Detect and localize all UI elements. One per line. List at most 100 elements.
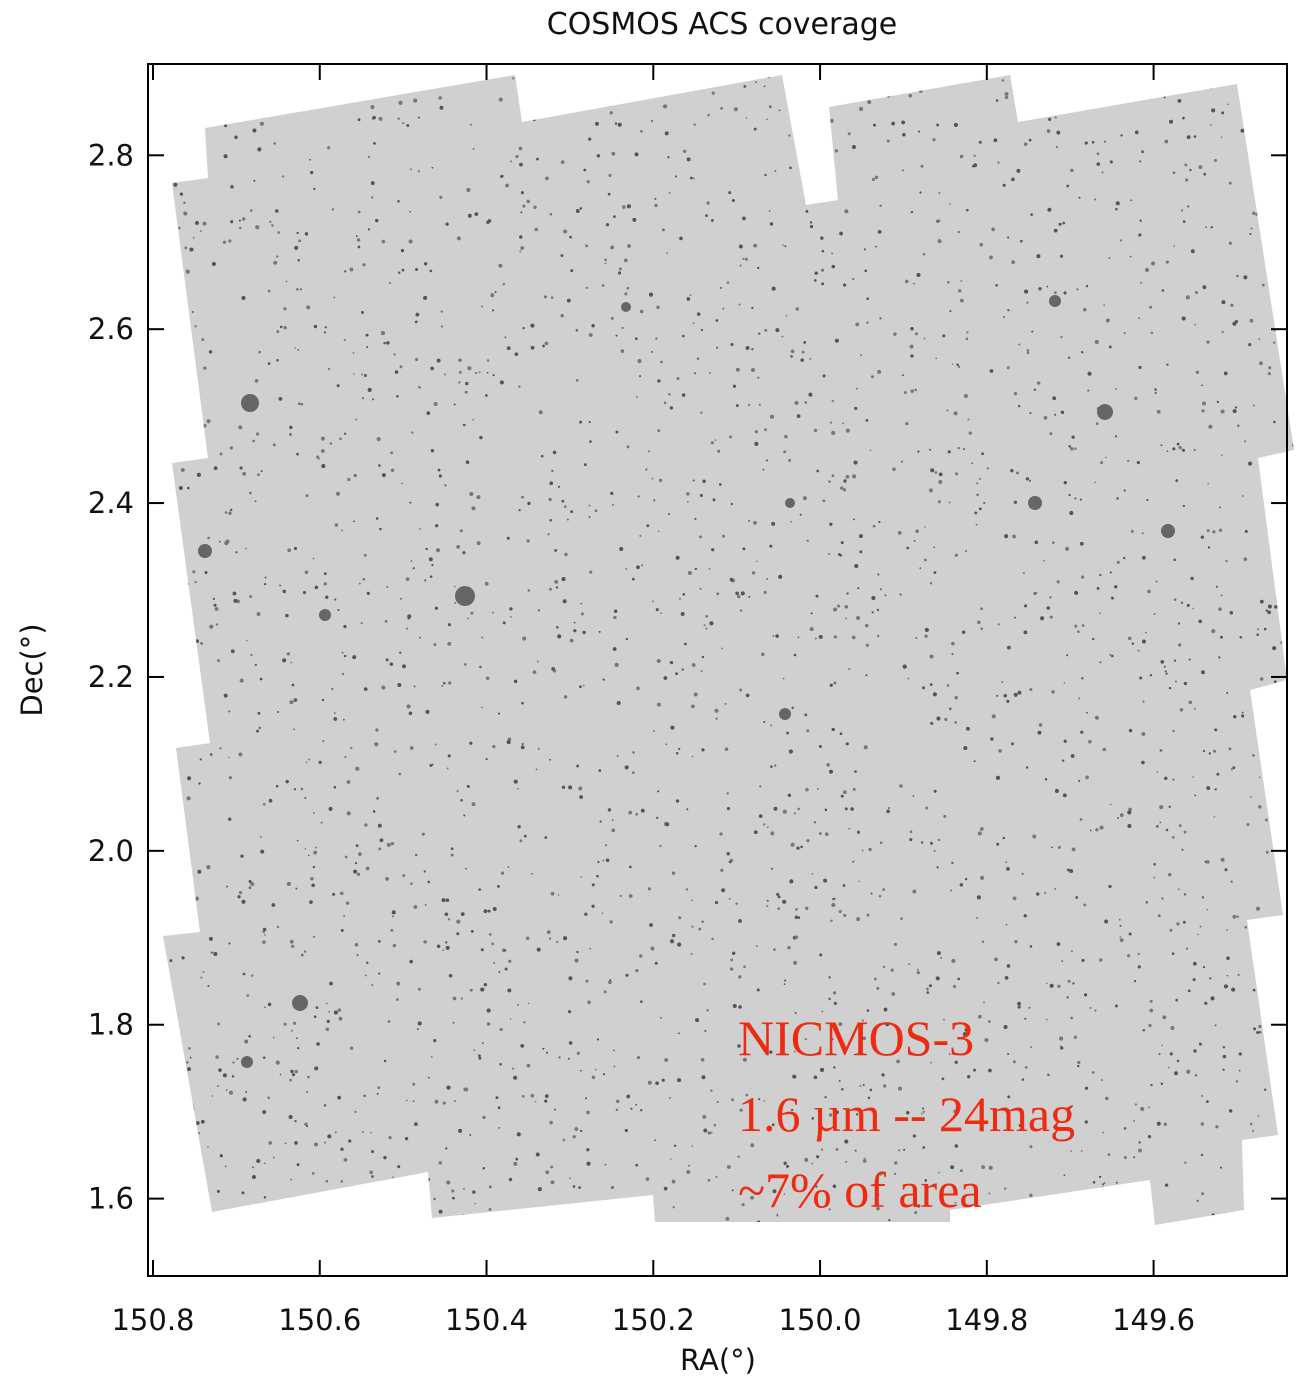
source-dot [663,104,668,109]
source-dot [239,466,243,470]
source-dot [1205,860,1210,864]
source-dot [561,577,566,582]
source-dot [854,406,858,411]
source-dot [1171,952,1175,956]
source-dot [1010,469,1014,473]
source-dot [839,553,843,557]
source-dot [624,1128,628,1133]
source-dot [756,560,758,563]
source-dot [1206,529,1210,533]
source-dot [766,577,769,581]
source-dot [1229,610,1234,615]
source-dot [576,110,579,113]
source-dot [909,344,914,349]
source-dot [948,1053,951,1056]
source-dot [864,623,869,628]
source-dot [344,855,348,859]
source-dot [910,354,914,358]
source-dot [652,600,654,603]
source-dot [1200,1153,1204,1157]
source-dot [668,392,671,396]
source-dot [1272,1153,1275,1156]
source-dot [691,663,696,667]
source-dot [678,597,681,600]
source-dot [536,660,539,663]
source-dot [1066,868,1070,872]
source-dot [336,384,340,388]
source-dot [530,1093,535,1098]
source-dot [831,1037,834,1041]
source-dot [758,332,761,335]
source-dot [663,676,668,680]
source-dot [390,451,394,455]
source-dot [1034,591,1038,595]
source-dot [734,1224,737,1225]
source-dot [1206,340,1210,344]
source-dot [844,1139,849,1144]
source-dot [1094,339,1099,345]
source-dot [757,1220,761,1224]
source-dot [558,89,562,94]
source-dot [871,611,874,614]
source-dot [169,442,173,445]
source-dot [1142,700,1145,703]
source-dot [908,93,913,98]
source-dot [297,402,301,406]
source-dot [192,671,195,675]
source-dot [695,1018,700,1023]
source-dot [184,320,187,323]
source-dot [438,96,442,100]
source-dot [485,757,488,761]
source-dot [1273,749,1276,752]
source-dot [547,533,550,536]
source-dot [512,77,515,80]
source-dot [831,902,836,908]
source-dot [1067,979,1071,983]
source-dot [470,611,474,615]
source-dot [1188,700,1193,705]
source-dot [575,379,579,382]
source-dot [273,73,275,75]
source-dot [828,480,831,483]
source-dot [317,457,320,460]
source-dot [649,923,653,927]
source-dot [200,976,203,979]
source-dot [864,269,868,273]
source-dot [602,678,605,681]
source-dot [332,892,336,896]
source-dot [1268,1210,1273,1215]
source-dot [183,201,186,204]
source-dot [323,1141,326,1144]
source-dot [250,653,253,657]
source-dot [989,255,993,260]
source-dot [444,484,447,487]
source-dot [279,325,283,329]
source-dot [1221,330,1224,334]
source-dot [306,1091,309,1094]
source-dot [1074,497,1077,500]
source-dot [602,859,605,862]
source-dot [791,706,794,710]
source-dot [764,428,767,432]
source-dot [551,666,555,671]
source-dot [933,546,936,549]
source-dot [448,973,453,978]
source-dot [1283,318,1287,322]
source-dot [340,928,344,932]
source-dot [1228,747,1232,751]
source-dot [1163,96,1166,99]
source-dot [693,123,696,126]
source-dot [705,627,708,630]
source-dot [371,1150,375,1154]
source-dot [899,784,903,788]
source-dot [876,1206,880,1211]
source-dot [183,211,188,216]
source-dot [1236,915,1239,918]
source-dot [1193,135,1197,138]
source-dot [775,634,779,638]
source-dot [1026,1221,1031,1225]
source-dot [607,808,612,812]
source-dot [640,130,643,133]
source-dot [853,460,858,465]
source-dot [887,87,891,91]
